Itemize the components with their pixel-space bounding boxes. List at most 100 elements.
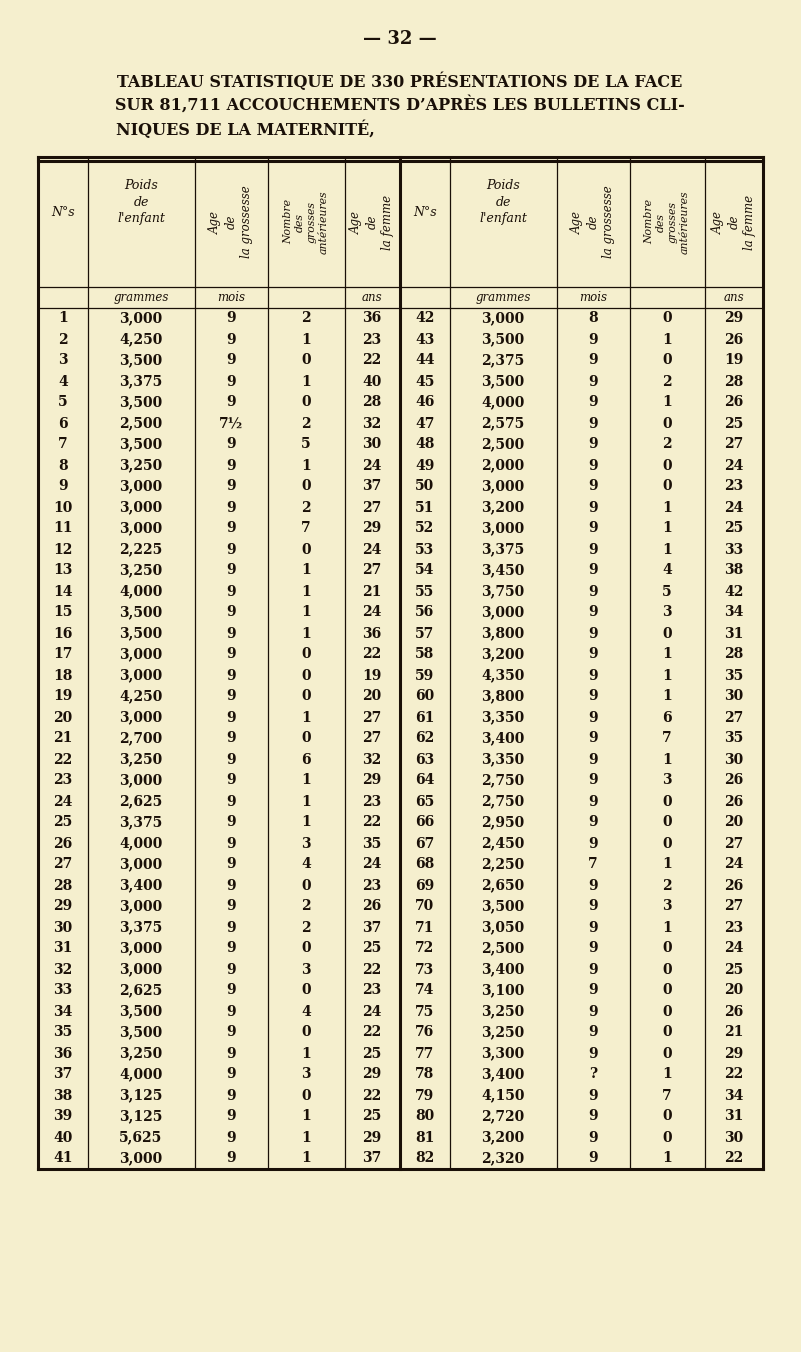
Text: 74: 74 [415,983,435,998]
Text: 27: 27 [724,837,743,850]
Text: 29: 29 [54,899,73,914]
Text: 71: 71 [415,921,435,934]
Text: 3,250: 3,250 [481,1005,525,1018]
Text: 65: 65 [416,795,435,808]
Text: 2,500: 2,500 [481,438,525,452]
Text: 3,125: 3,125 [119,1110,163,1124]
Text: 19: 19 [362,668,382,683]
Text: 9: 9 [226,333,235,346]
Text: 3,350: 3,350 [481,711,525,725]
Text: 9: 9 [588,416,598,430]
Text: 9: 9 [226,983,235,998]
Text: 9: 9 [226,1005,235,1018]
Text: Age
de
la grossesse: Age de la grossesse [209,185,253,258]
Text: 9: 9 [588,668,598,683]
Text: 2,750: 2,750 [481,773,525,787]
Text: 9: 9 [588,983,598,998]
Text: 35: 35 [362,837,381,850]
Text: 3,750: 3,750 [481,584,525,599]
Text: 6: 6 [662,711,672,725]
Text: 0: 0 [662,1026,672,1040]
Text: 3,500: 3,500 [119,606,163,619]
Text: 1: 1 [58,311,68,326]
Text: N°s: N°s [51,206,74,219]
Text: 26: 26 [724,396,743,410]
Text: 9: 9 [588,375,598,388]
Text: 3,400: 3,400 [481,1068,525,1082]
Text: 38: 38 [724,564,743,577]
Text: 4: 4 [58,375,68,388]
Text: 3,250: 3,250 [119,564,163,577]
Text: 3,400: 3,400 [481,963,525,976]
Text: 9: 9 [226,837,235,850]
Text: 9: 9 [226,542,235,557]
Text: Poids
de
l'enfant: Poids de l'enfant [117,178,165,224]
Text: 20: 20 [724,815,743,830]
Text: 66: 66 [416,815,435,830]
Text: 26: 26 [724,1005,743,1018]
Text: 3,375: 3,375 [119,815,163,830]
Text: 29: 29 [724,1046,743,1060]
Text: 2,575: 2,575 [481,416,525,430]
Text: 7: 7 [662,731,672,745]
Text: 9: 9 [588,1088,598,1102]
Text: 35: 35 [724,668,743,683]
Text: 3,000: 3,000 [119,857,163,872]
Text: 28: 28 [724,375,743,388]
Text: 9: 9 [588,921,598,934]
Text: 3,000: 3,000 [119,773,163,787]
Text: 27: 27 [362,711,381,725]
Text: 2,225: 2,225 [119,542,163,557]
Text: 16: 16 [54,626,73,641]
Text: 52: 52 [416,522,435,535]
Text: 11: 11 [53,522,73,535]
Text: 9: 9 [588,941,598,956]
Text: 24: 24 [362,1005,382,1018]
Text: 33: 33 [54,983,73,998]
Text: 39: 39 [54,1110,73,1124]
Text: Age
de
la femme: Age de la femme [350,195,394,250]
Text: 4,000: 4,000 [119,1068,163,1082]
Text: 1: 1 [662,396,672,410]
Text: 1: 1 [662,921,672,934]
Text: 3,000: 3,000 [119,648,163,661]
Text: 9: 9 [226,438,235,452]
Text: 25: 25 [362,941,381,956]
Text: 17: 17 [54,648,73,661]
Text: 3,500: 3,500 [119,438,163,452]
Text: 27: 27 [362,731,381,745]
Text: 2: 2 [301,921,311,934]
Text: 9: 9 [226,899,235,914]
Text: 40: 40 [54,1130,73,1145]
Text: 4: 4 [301,1005,311,1018]
Text: 1: 1 [301,815,311,830]
Text: 28: 28 [724,648,743,661]
Text: 51: 51 [415,500,435,515]
Text: 68: 68 [416,857,435,872]
Text: 2,750: 2,750 [481,795,525,808]
Text: 53: 53 [416,542,435,557]
Text: 58: 58 [416,648,435,661]
Text: 2,700: 2,700 [119,731,163,745]
Text: 3,000: 3,000 [119,522,163,535]
Text: 56: 56 [416,606,435,619]
Text: 5: 5 [301,438,311,452]
Text: Poids
de
l'enfant: Poids de l'enfant [479,178,527,224]
Text: 70: 70 [416,899,435,914]
Text: 9: 9 [588,1130,598,1145]
Text: ans: ans [723,291,744,304]
Text: 8: 8 [58,458,68,472]
Text: 2,625: 2,625 [119,795,163,808]
Text: 32: 32 [362,753,381,767]
Text: 2: 2 [301,899,311,914]
Text: 60: 60 [416,690,435,703]
Text: 30: 30 [362,438,381,452]
Text: 9: 9 [226,668,235,683]
Text: 18: 18 [54,668,73,683]
Text: 80: 80 [416,1110,435,1124]
Text: 0: 0 [301,668,311,683]
Text: 27: 27 [362,564,381,577]
Text: 3,500: 3,500 [119,353,163,368]
Text: 2,500: 2,500 [481,941,525,956]
Text: 0: 0 [662,311,672,326]
